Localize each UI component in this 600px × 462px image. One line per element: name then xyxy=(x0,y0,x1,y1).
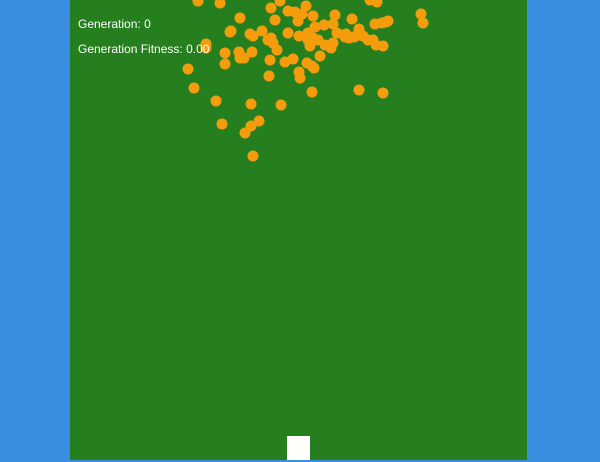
simulation-canvas[interactable]: Generation: 0 Generation Fitness: 0.00 xyxy=(70,0,527,460)
population-dot xyxy=(372,0,383,8)
fitness-value: 0.00 xyxy=(186,42,209,56)
population-dot xyxy=(215,0,226,9)
population-dot xyxy=(328,38,339,49)
fitness-readout: Generation Fitness: 0.00 xyxy=(78,42,209,56)
population-dot xyxy=(246,99,257,110)
population-dot xyxy=(295,73,306,84)
population-dot xyxy=(235,13,246,24)
population-dot xyxy=(240,128,251,139)
population-dot xyxy=(189,83,200,94)
population-dot xyxy=(247,47,258,58)
population-dot xyxy=(381,17,392,28)
population-dot xyxy=(307,87,318,98)
population-dot xyxy=(283,28,294,39)
population-dot xyxy=(378,88,389,99)
population-dots xyxy=(70,0,527,460)
goal-target xyxy=(287,436,310,460)
population-dot xyxy=(309,63,320,74)
population-dot xyxy=(418,18,429,29)
population-dot xyxy=(272,45,283,56)
population-dot xyxy=(193,0,204,7)
population-dot xyxy=(270,15,281,26)
population-dot xyxy=(220,48,231,59)
population-dot xyxy=(226,26,237,37)
population-dot xyxy=(266,3,277,14)
generation-readout: Generation: 0 xyxy=(78,17,151,31)
generation-value: 0 xyxy=(144,17,151,31)
population-dot xyxy=(183,64,194,75)
population-dot xyxy=(276,100,287,111)
population-dot xyxy=(347,14,358,25)
population-dot xyxy=(354,85,365,96)
population-dot xyxy=(254,116,265,127)
population-dot xyxy=(351,31,362,42)
population-dot xyxy=(266,33,277,44)
population-dot xyxy=(257,26,268,37)
fitness-label: Generation Fitness: xyxy=(78,42,183,56)
population-dot xyxy=(264,71,275,82)
population-dot xyxy=(211,96,222,107)
population-dot xyxy=(217,119,228,130)
population-dot xyxy=(275,0,286,7)
population-dot xyxy=(308,11,319,22)
population-dot xyxy=(220,59,231,70)
generation-label: Generation: xyxy=(78,17,141,31)
population-dot xyxy=(378,41,389,52)
population-dot xyxy=(248,151,259,162)
population-dot xyxy=(288,54,299,65)
population-dot xyxy=(297,9,308,20)
population-dot xyxy=(328,19,339,30)
population-dot xyxy=(265,55,276,66)
population-dot xyxy=(315,51,326,62)
